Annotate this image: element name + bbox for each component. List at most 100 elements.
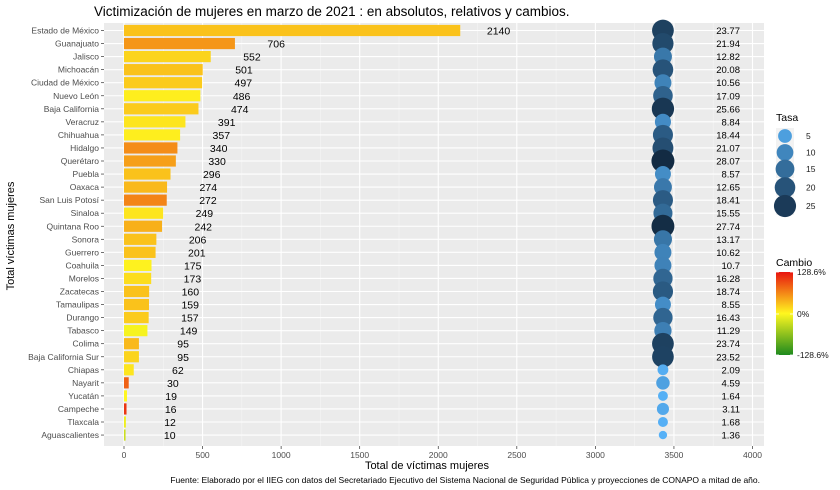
rate-value-label: 23.52 xyxy=(716,352,740,363)
rate-point xyxy=(652,59,674,80)
bar xyxy=(124,364,134,376)
color-legend-title: Cambio xyxy=(776,257,812,269)
rate-value-label: 17.09 xyxy=(716,91,740,102)
y-tick-label: Quintana Roo xyxy=(47,221,100,231)
rate-value-label: 12.65 xyxy=(716,183,740,194)
bar xyxy=(124,233,157,245)
size-legend-title: Tasa xyxy=(776,112,798,124)
bar-value-label: 149 xyxy=(180,326,198,338)
color-legend-label: -128.6% xyxy=(797,350,829,360)
rate-value-label: 18.41 xyxy=(716,196,740,207)
x-tick-label: 2500 xyxy=(507,450,526,460)
bar-value-label: 175 xyxy=(184,260,202,272)
y-tick-label: San Luis Potosí xyxy=(39,195,99,205)
rate-value-label: 16.43 xyxy=(716,313,740,324)
bar xyxy=(124,129,181,141)
rate-point xyxy=(656,376,670,390)
rate-value-label: 15.55 xyxy=(716,209,740,220)
y-tick-label: Jalisco xyxy=(73,52,99,62)
bar-value-label: 10 xyxy=(164,430,176,442)
bar xyxy=(124,390,127,402)
rate-point xyxy=(653,307,673,328)
rate-value-label: 27.74 xyxy=(716,222,740,233)
rate-point xyxy=(654,256,672,274)
axes: Estado de México Guanajuato Jalisco Michoac… xyxy=(28,26,762,461)
bar-value-label: 157 xyxy=(181,313,199,325)
y-tick-label: Chihuahua xyxy=(58,130,99,140)
bar xyxy=(124,51,211,63)
size-legend-point xyxy=(774,177,796,198)
y-tick-label: Tlaxcala xyxy=(67,417,99,427)
x-axis-title: Total de víctimas mujeres xyxy=(365,460,490,472)
bar-value-label: 357 xyxy=(213,130,231,142)
bar-value-label: 19 xyxy=(165,391,177,403)
size-legend: Tasa 5 10 15 20 25 xyxy=(773,112,816,218)
rate-value-label: 10.56 xyxy=(716,78,740,89)
rate-points xyxy=(651,19,675,440)
bar xyxy=(124,194,167,206)
bar xyxy=(124,142,178,154)
rate-value-label: 23.74 xyxy=(716,339,740,350)
rate-value-label: 1.68 xyxy=(722,418,741,429)
bar-value-label: 62 xyxy=(172,365,184,377)
y-tick-label: Puebla xyxy=(73,169,100,179)
y-tick-label: Estado de México xyxy=(31,26,99,36)
x-tick-label: 4000 xyxy=(743,450,762,460)
y-tick-label: Colima xyxy=(73,339,100,349)
bar xyxy=(124,429,126,441)
y-tick-label: Veracruz xyxy=(65,117,99,127)
bar-value-label: 12 xyxy=(164,417,176,429)
rate-value-label: 21.94 xyxy=(716,39,740,50)
x-tick-label: 1000 xyxy=(272,450,291,460)
bar xyxy=(124,64,203,76)
bar xyxy=(124,220,163,232)
bar xyxy=(124,259,152,271)
x-tick-label: 2000 xyxy=(429,450,448,460)
rate-value-label: 23.77 xyxy=(716,26,740,37)
bar xyxy=(124,77,203,89)
rate-point xyxy=(653,230,672,249)
bar-value-label: 340 xyxy=(210,143,228,155)
bar xyxy=(124,403,127,415)
rate-value-label: 16.28 xyxy=(716,274,740,285)
bar xyxy=(124,90,201,102)
color-legend-bar xyxy=(776,272,793,355)
bar-value-label: 173 xyxy=(184,273,202,285)
bar xyxy=(124,103,199,115)
rate-value-label: 4.59 xyxy=(722,378,741,389)
bar-value-label: 242 xyxy=(194,221,212,233)
bar xyxy=(124,246,156,258)
rate-point xyxy=(658,430,668,440)
y-tick-label: Sinaloa xyxy=(71,208,100,218)
x-tick-label: 0 xyxy=(122,450,127,460)
bar-value-label: 16 xyxy=(165,404,177,416)
bar xyxy=(124,155,176,167)
size-legend-label: 15 xyxy=(806,164,816,174)
y-tick-label: Baja California Sur xyxy=(28,352,99,362)
y-tick-label: Campeche xyxy=(58,404,99,414)
rate-value-label: 21.07 xyxy=(716,143,740,154)
bar xyxy=(124,24,461,37)
rate-value-label: 11.29 xyxy=(717,326,740,337)
x-tick-label: 1500 xyxy=(350,450,369,460)
rate-point xyxy=(657,390,668,401)
y-tick-label: Nayarit xyxy=(72,378,100,388)
rate-point xyxy=(652,281,674,302)
bar-value-label: 2140 xyxy=(487,26,511,38)
bar-value-label: 486 xyxy=(233,91,251,103)
size-legend-label: 10 xyxy=(806,148,816,158)
rate-point xyxy=(657,417,668,427)
rate-value-label: 8.57 xyxy=(722,170,741,181)
rate-point xyxy=(654,296,671,313)
y-tick-label: Oaxaca xyxy=(70,182,100,192)
bar-value-label: 160 xyxy=(182,287,200,299)
bar xyxy=(124,285,150,298)
size-legend-point xyxy=(778,129,792,143)
y-tick-label: Tabasco xyxy=(67,326,99,336)
bars xyxy=(124,24,461,441)
color-legend: Cambio 128.6% 0% -128.6% xyxy=(776,257,829,360)
y-tick-label: Durango xyxy=(66,313,99,323)
bar-value-label: 206 xyxy=(189,234,207,246)
rate-value-label: 8.55 xyxy=(722,300,741,311)
